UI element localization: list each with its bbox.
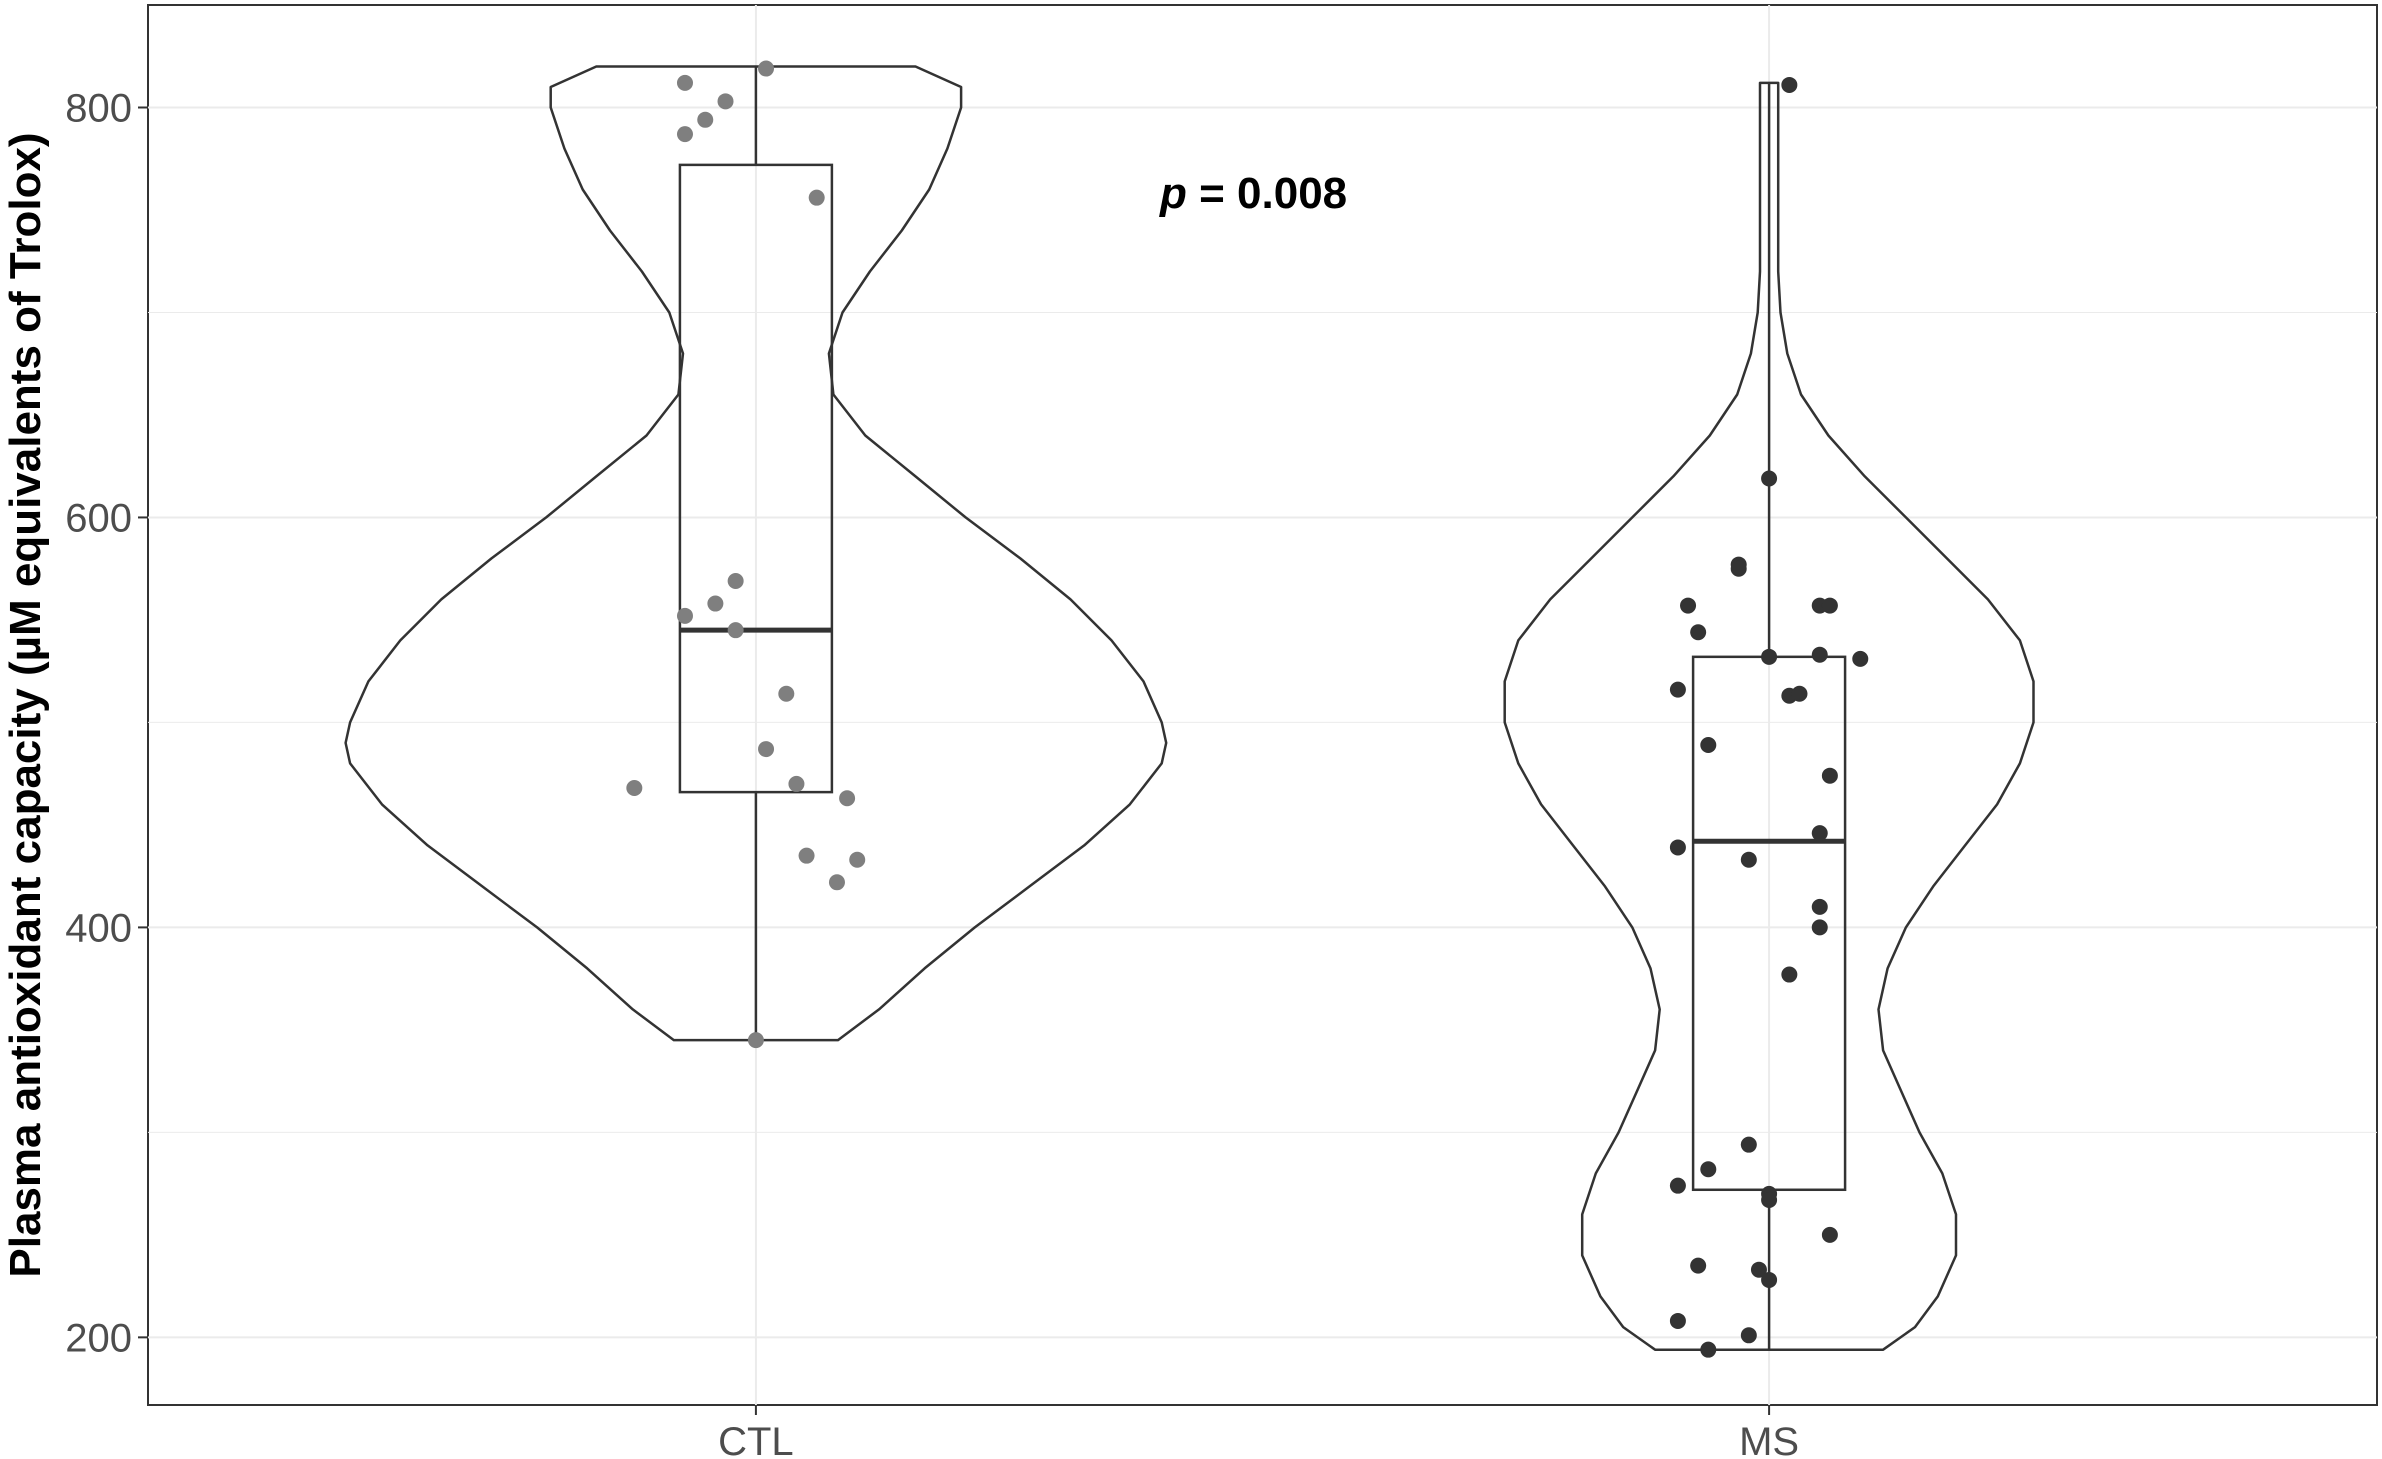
y-axis-title: Plasma antioxidant capacity (µM equivale… — [1, 132, 50, 1277]
data-point-ms — [1669, 681, 1686, 698]
data-point-ms — [1761, 1271, 1778, 1288]
data-point-ms — [1811, 825, 1828, 842]
data-point-ms — [1700, 1161, 1717, 1178]
data-point-ctl — [758, 741, 775, 758]
data-point-ms — [1680, 597, 1697, 614]
data-point-ms — [1821, 1226, 1838, 1243]
data-point-ms — [1690, 1257, 1707, 1274]
box-ctl — [678, 163, 834, 794]
data-point-ctl — [676, 126, 693, 143]
data-point-ctl — [778, 685, 795, 702]
data-point-ms — [1811, 646, 1828, 663]
data-point-ms — [1811, 898, 1828, 915]
p-value-annotation: p = 0.008 — [1159, 169, 1347, 218]
data-point-ctl — [839, 790, 856, 807]
data-point-ms — [1811, 919, 1828, 936]
data-point-ms — [1690, 624, 1707, 641]
data-point-ctl — [626, 780, 643, 797]
data-point-ms — [1791, 685, 1808, 702]
p-value-text: = 0.008 — [1187, 169, 1347, 218]
data-point-ms — [1700, 1341, 1717, 1358]
data-point-ctl — [717, 93, 734, 110]
data-point-ctl — [758, 60, 775, 77]
data-point-ms — [1669, 839, 1686, 856]
data-point-ms — [1700, 736, 1717, 753]
data-point-ms — [1761, 648, 1778, 665]
data-point-ctl — [697, 111, 714, 128]
y-tick-label: 600 — [65, 496, 132, 540]
data-point-ms — [1669, 1177, 1686, 1194]
data-point-ms — [1740, 851, 1757, 868]
p-value-symbol: p — [1159, 169, 1187, 218]
data-point-ctl — [707, 595, 724, 612]
data-point-ctl — [788, 775, 805, 792]
y-tick-label: 200 — [65, 1316, 132, 1360]
y-tick-label: 800 — [65, 86, 132, 130]
data-point-ctl — [676, 74, 693, 91]
data-point-ms — [1740, 1136, 1757, 1153]
data-point-ms — [1669, 1312, 1686, 1329]
data-point-ctl — [747, 1032, 764, 1049]
data-point-ctl — [798, 847, 815, 864]
panel-border — [147, 4, 2378, 1406]
axes: 200 400 600 800 CTL MS — [65, 86, 1799, 1459]
data-point-ctl — [849, 851, 866, 868]
data-point-ms — [1761, 1192, 1778, 1209]
violin-ctl — [344, 65, 1168, 1042]
data-point-ctl — [808, 189, 825, 206]
violin-ms — [1503, 81, 2035, 1351]
data-point-ms — [1761, 470, 1778, 487]
data-point-ms — [1781, 76, 1798, 93]
data-point-ctl — [727, 622, 744, 639]
violins — [344, 65, 2035, 1351]
data-point-ms — [1821, 597, 1838, 614]
data-point-ms — [1781, 966, 1798, 983]
data-point-ms — [1750, 1261, 1767, 1278]
data-point-ms — [1852, 650, 1869, 667]
data-point-ctl — [676, 607, 693, 624]
x-tick-label-ms: MS — [1739, 1420, 1799, 1459]
y-tick-label: 400 — [65, 906, 132, 950]
data-point-ms — [1821, 767, 1838, 784]
data-point-ms — [1730, 560, 1747, 577]
data-point-ctl — [727, 572, 744, 589]
data-point-ms — [1740, 1327, 1757, 1344]
data-point-ctl — [828, 874, 845, 891]
x-tick-label-ctl: CTL — [718, 1420, 794, 1459]
jitter-points — [626, 60, 1869, 1358]
